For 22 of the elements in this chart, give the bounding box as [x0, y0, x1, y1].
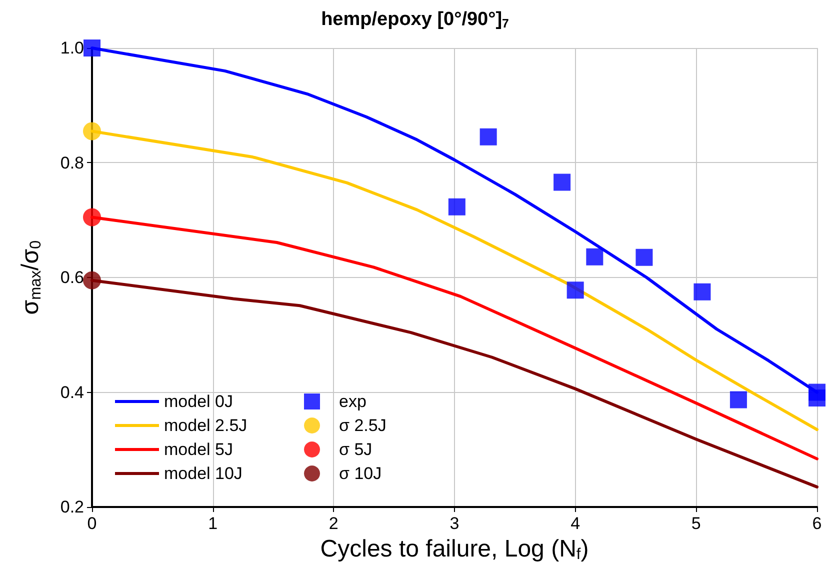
y-tick-label: 0.4: [60, 382, 84, 402]
x-tick-label: 3: [450, 514, 460, 533]
y-axis-title: σmax/σ0: [17, 240, 44, 315]
x-tick-label: 5: [691, 514, 701, 533]
legend-label: σ 5J: [339, 440, 372, 459]
legend-label: exp: [339, 392, 366, 411]
legend-label: model 5J: [164, 440, 233, 459]
y-tick-label: 0.6: [60, 268, 84, 287]
y-tick-label: 1.0: [60, 38, 84, 58]
x-tick-label: 6: [812, 514, 822, 533]
legend-label: model 10J: [164, 464, 242, 483]
x-tick-label: 2: [328, 514, 338, 533]
legend-label: σ 10J: [339, 464, 382, 483]
legend-label: σ 2.5J: [339, 416, 386, 435]
x-tick-label: 0: [87, 514, 97, 533]
legend-label: model 0J: [164, 392, 233, 411]
x-axis-title: Cycles to failure, Log (Nf): [320, 535, 589, 563]
x-tick-label: 4: [570, 514, 580, 533]
y-tick-label: 0.2: [60, 498, 84, 516]
x-tick-label: 1: [208, 514, 218, 533]
legend-label: model 2.5J: [164, 416, 248, 435]
y-tick-label: 0.8: [60, 153, 84, 172]
